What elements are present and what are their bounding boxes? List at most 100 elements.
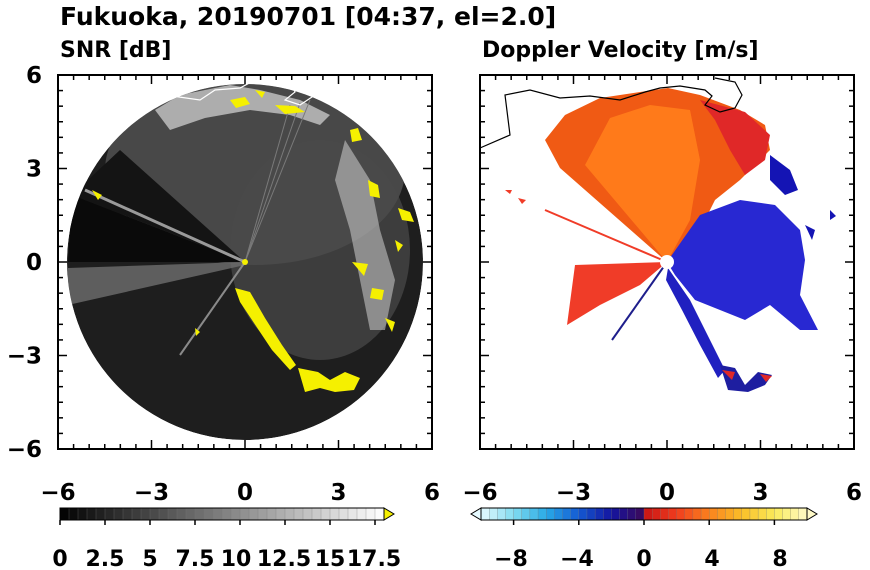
snr-panel-title: SNR [dB] — [60, 38, 171, 63]
snr-cbar-label: 12.5 — [257, 547, 311, 570]
doppler-cbar-label: 8 — [772, 547, 787, 570]
doppler-plot-area — [480, 75, 854, 449]
colorbar-cell — [554, 507, 564, 521]
colorbar-cell — [733, 507, 743, 521]
snr-colorbar — [59, 507, 395, 525]
snr-xtick-label: −6 — [40, 480, 75, 506]
snr-x-tick-labels: −6 −3 0 3 6 — [40, 480, 440, 506]
colorbar-cell — [374, 507, 385, 521]
doppler-west-spoke — [544, 209, 668, 263]
colorbar-cell — [347, 507, 358, 521]
doppler-colorbar-labels: −8 −4 0 4 8 — [494, 547, 788, 570]
snr-cbar-label: 15 — [315, 547, 346, 570]
doppler-coastline — [480, 77, 743, 149]
colorbar-cell — [635, 507, 645, 521]
colorbar-cell — [521, 507, 531, 521]
colorbar-cell — [230, 507, 241, 521]
colorbar-cell — [86, 507, 97, 521]
colorbar-cell — [365, 507, 376, 521]
doppler-receding-core — [585, 105, 700, 262]
colorbar-extend-low — [470, 507, 482, 521]
colorbar-cell — [594, 507, 604, 521]
colorbar-cell — [122, 507, 133, 521]
colorbar-cell — [488, 507, 498, 521]
doppler-approaching-ne — [770, 155, 836, 240]
colorbar-cell — [257, 507, 268, 521]
doppler-panel-title: Doppler Velocity [m/s] — [482, 38, 759, 63]
doppler-approaching-east — [667, 200, 818, 330]
snr-cbar-label: 0 — [52, 547, 67, 570]
colorbar-cell — [320, 507, 331, 521]
colorbar-cell — [562, 507, 572, 521]
snr-cbar-label: 17.5 — [347, 547, 401, 570]
snr-cbar-label: 2.5 — [86, 547, 125, 570]
snr-ytick-label: 3 — [26, 157, 42, 183]
snr-ytick-label: −6 — [7, 437, 42, 463]
colorbar-frame — [59, 507, 385, 521]
colorbar-cell — [266, 507, 277, 521]
doppler-receding-west — [567, 262, 667, 325]
doppler-approaching-south — [666, 268, 725, 378]
colorbar-cell — [239, 507, 250, 521]
colorbar-cell — [329, 507, 340, 521]
colorbar-cell — [221, 507, 232, 521]
snr-ytick-label: −3 — [7, 344, 42, 370]
colorbar-cell — [95, 507, 106, 521]
doppler-xtick-label: 0 — [659, 480, 675, 506]
snr-over-south-blob — [298, 368, 360, 392]
colorbar-cell — [603, 507, 612, 521]
colorbar-cell — [668, 507, 678, 521]
colorbar-cell — [774, 507, 784, 521]
colorbar-cell — [660, 507, 669, 521]
snr-colorbar-labels: 0 2.5 5 7.5 10 12.5 15 17.5 — [52, 547, 401, 570]
colorbar-cell — [619, 507, 629, 521]
colorbar-cell — [131, 507, 142, 521]
colorbar-cell — [68, 507, 79, 521]
snr-cbar-label: 7.5 — [176, 547, 215, 570]
snr-xtick-label: −3 — [134, 480, 169, 506]
doppler-xtick-label: −3 — [556, 480, 591, 506]
doppler-cbar-label: −4 — [560, 547, 594, 570]
colorbar-cell — [113, 507, 124, 521]
colorbar-cell — [302, 507, 313, 521]
snr-xtick-label: 6 — [424, 480, 440, 506]
colorbar-cell — [725, 507, 735, 521]
doppler-cbar-label: 4 — [704, 547, 719, 570]
colorbar-cell — [275, 507, 286, 521]
colorbar-cell — [627, 507, 637, 521]
colorbar-extend-high — [806, 507, 818, 521]
colorbar-cell — [293, 507, 304, 521]
colorbar-extend-high — [383, 507, 395, 521]
colorbar-cell — [709, 507, 718, 521]
colorbar-cell — [586, 507, 596, 521]
doppler-radar-site — [660, 255, 674, 269]
snr-cbar-label: 10 — [221, 547, 252, 570]
colorbar-cell — [717, 507, 727, 521]
colorbar-cell — [505, 507, 515, 521]
snr-clutter-west — [68, 262, 245, 305]
colorbar-cell — [284, 507, 295, 521]
colorbar-cell — [611, 507, 621, 521]
colorbar-cell — [176, 507, 187, 521]
colorbar-cell — [149, 507, 160, 521]
colorbar-cell — [77, 507, 88, 521]
snr-north-echo — [155, 85, 330, 130]
snr-blocked-sector-nw — [72, 150, 245, 262]
colorbar-cell — [692, 507, 702, 521]
colorbar-cell — [570, 507, 580, 521]
snr-east-echo — [335, 140, 395, 330]
doppler-xtick-label: 6 — [846, 480, 862, 506]
snr-blocked-sector — [68, 195, 245, 262]
snr-radar-site — [242, 259, 248, 265]
colorbar-cell — [700, 507, 710, 521]
colorbar-cell — [643, 507, 653, 521]
doppler-panel: Doppler Velocity [m/s] −6 −3 0 3 6 — [462, 38, 862, 570]
colorbar-cell — [203, 507, 214, 521]
snr-coastline — [164, 75, 321, 106]
doppler-xtick-label: 3 — [752, 480, 768, 506]
colorbar-cell — [497, 507, 506, 521]
colorbar-cell — [338, 507, 349, 521]
colorbar-cell — [167, 507, 178, 521]
colorbar-cell — [529, 507, 539, 521]
